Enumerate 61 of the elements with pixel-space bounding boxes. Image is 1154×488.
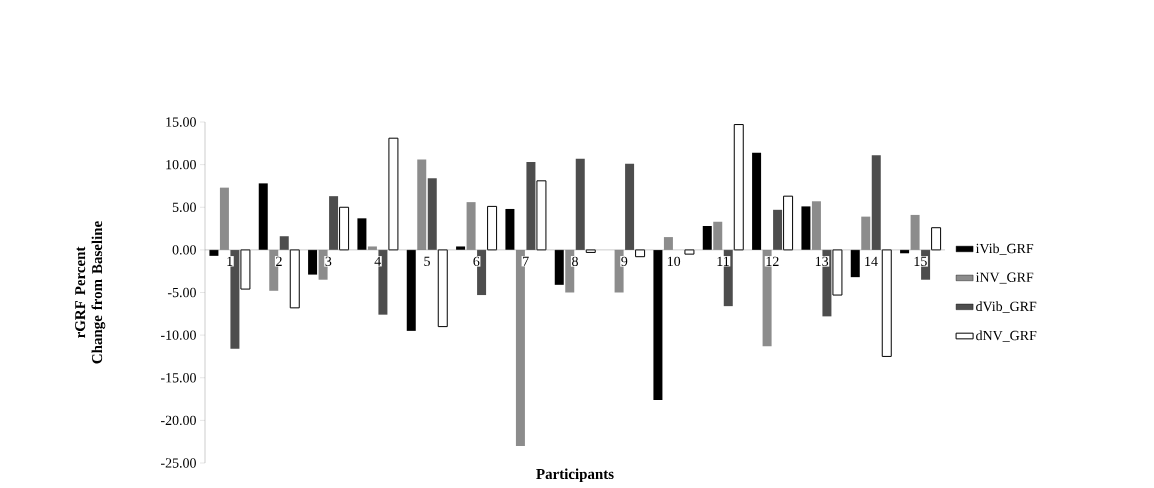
- y-tick-label: -20.00: [160, 415, 196, 426]
- bar: [357, 218, 367, 250]
- x-tick-label: 2: [276, 256, 282, 266]
- bar: [427, 178, 437, 250]
- x-tick-label: 3: [325, 256, 332, 267]
- bar: [832, 249, 843, 296]
- x-tick-label: 8: [572, 256, 578, 267]
- x-tick-label: 5: [424, 256, 430, 266]
- bar: [258, 183, 268, 250]
- legend-label: iVib_GRF: [975, 243, 1034, 255]
- x-tick-label: 9: [621, 256, 628, 267]
- x-axis-title: Participants: [536, 468, 614, 483]
- x-tick-label: 13: [815, 256, 829, 267]
- y-tick-label: 15.00: [166, 117, 196, 127]
- bar: [388, 137, 399, 251]
- bar: [773, 209, 783, 250]
- legend-label: iNV_GRF: [975, 272, 1034, 284]
- x-tick-label: 14: [865, 256, 878, 266]
- bar: [702, 226, 712, 250]
- bar: [653, 249, 663, 400]
- x-tick-label: 11: [717, 256, 729, 266]
- y-tick-label: -25.00: [160, 458, 196, 468]
- y-tick-label: 0.00: [172, 245, 196, 255]
- bar: [289, 249, 300, 309]
- bar: [329, 196, 339, 250]
- legend-label: dNV_GRF: [976, 330, 1037, 342]
- x-tick-label: 7: [523, 256, 529, 266]
- bar: [240, 249, 251, 290]
- x-tick-label: 1: [227, 256, 233, 266]
- bar: [881, 249, 892, 357]
- legend-label: dVib_GRF: [976, 301, 1037, 313]
- y-tick-label: -15.00: [160, 373, 196, 383]
- bar: [801, 206, 811, 250]
- bar: [308, 249, 318, 275]
- bar: [406, 249, 416, 331]
- bar: [526, 162, 536, 250]
- y-tick-label: 5.00: [172, 202, 196, 212]
- x-tick-label: 6: [473, 256, 480, 267]
- y-tick-label: -5.00: [167, 287, 196, 298]
- x-tick-label: 4: [374, 256, 381, 266]
- bar: [437, 249, 448, 328]
- bar: [871, 155, 881, 250]
- bar: [850, 249, 860, 278]
- x-tick-label: 10: [667, 256, 681, 267]
- y-tick-label: -10.00: [160, 330, 196, 340]
- bar: [931, 227, 942, 251]
- bar: [339, 206, 350, 251]
- x-tick-label: 12: [766, 256, 779, 266]
- bar: [554, 249, 564, 285]
- bar: [536, 180, 547, 251]
- bar: [733, 124, 744, 251]
- bar: [575, 158, 585, 250]
- bar: [487, 205, 498, 251]
- bar: [505, 208, 515, 250]
- bar: [783, 195, 794, 251]
- bar: [625, 163, 635, 250]
- x-tick-label: 15: [914, 256, 927, 267]
- y-tick-label: 10.00: [166, 159, 196, 170]
- bar: [279, 236, 289, 250]
- y-axis-title: rGRF Percent Change from Baseline: [75, 221, 106, 364]
- bar: [752, 152, 762, 250]
